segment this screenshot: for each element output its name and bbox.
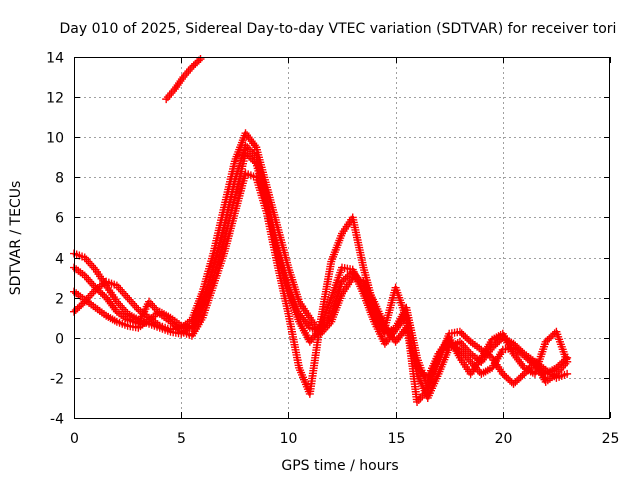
axis-ticks: 0 5 10 15 20 25 -4 -2 0 2 4 6 8 10 12 14 [46, 51, 619, 448]
data-point [123, 293, 132, 302]
y-tick-label: 6 [55, 211, 64, 227]
data-point [130, 301, 139, 310]
y-tick-label: 12 [46, 91, 64, 107]
x-tick-label: 5 [177, 431, 186, 447]
data-point [84, 293, 93, 302]
data-point [464, 347, 473, 356]
plot-frame [74, 57, 610, 419]
chart-title: Day 010 of 2025, Sidereal Day-to-day VTE… [60, 21, 617, 37]
data-point [121, 291, 130, 300]
x-tick-label: 25 [602, 431, 620, 447]
data-point [118, 287, 127, 296]
series-trace-4 [70, 169, 572, 406]
y-tick-label: 4 [55, 252, 64, 268]
x-tick-label: 0 [70, 431, 79, 447]
data-point [84, 275, 93, 284]
data-point [563, 369, 572, 378]
y-tick-label: -4 [50, 412, 64, 428]
data-point [86, 277, 95, 286]
y-axis-label: SDTVAR / TECUs [8, 181, 24, 296]
data-point [125, 295, 134, 304]
data-point [87, 289, 96, 298]
data-point [461, 343, 470, 352]
y-tick-label: -2 [50, 372, 64, 388]
data-point [116, 301, 125, 310]
data-point [245, 145, 254, 154]
data-point [132, 303, 141, 312]
series-trace-1 [70, 141, 572, 392]
data-point [116, 285, 125, 294]
series-trace-5 [162, 55, 205, 104]
data-point [127, 297, 136, 306]
data-point [87, 279, 96, 288]
data-point [457, 339, 466, 348]
data-point [463, 345, 472, 354]
data-point [78, 299, 87, 308]
data-point [87, 261, 96, 270]
x-tick-label: 15 [388, 431, 406, 447]
x-axis-label: GPS time / hours [281, 458, 398, 474]
data-point [120, 289, 129, 298]
data-point [86, 259, 95, 268]
data-point [563, 357, 572, 366]
x-tick-label: 10 [280, 431, 298, 447]
y-tick-label: 2 [55, 292, 64, 308]
y-tick-label: 14 [46, 51, 64, 67]
data-point [518, 371, 527, 380]
x-tick-label: 20 [495, 431, 513, 447]
y-tick-label: 0 [55, 332, 64, 348]
data-point [175, 326, 184, 335]
y-tick-label: 8 [55, 171, 64, 187]
data-point [82, 273, 91, 282]
data-point [148, 301, 157, 310]
y-tick-label: 10 [46, 131, 64, 147]
data-points [70, 55, 572, 406]
data-point [196, 55, 205, 64]
data-point [128, 299, 137, 308]
